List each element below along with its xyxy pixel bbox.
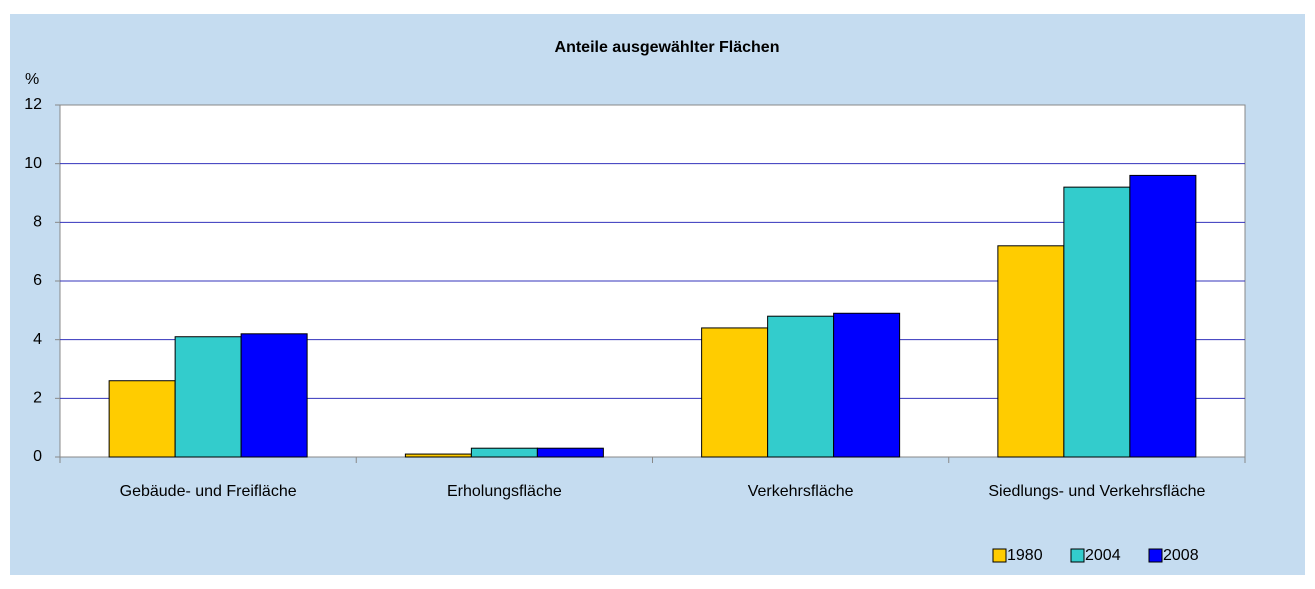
- x-tick-label: Siedlungs- und Verkehrsfläche: [988, 483, 1205, 500]
- y-tick-label: 6: [33, 272, 42, 289]
- y-tick-label: 12: [24, 96, 42, 113]
- bar: [767, 315, 835, 458]
- legend-swatch: [1148, 548, 1163, 563]
- legend-swatch: [992, 548, 1007, 563]
- x-tick-label: Gebäude- und Freifläche: [120, 483, 297, 500]
- y-tick-label: 8: [33, 214, 42, 231]
- x-tick-label: Erholungsfläche: [447, 483, 562, 500]
- bar: [470, 447, 538, 458]
- y-tick-label: 4: [33, 331, 42, 348]
- bar: [404, 453, 472, 458]
- bar: [240, 333, 308, 458]
- bar: [108, 380, 176, 458]
- bar: [701, 327, 769, 458]
- x-tick-label: Verkehrsfläche: [748, 483, 854, 500]
- legend-swatch: [1070, 548, 1085, 563]
- bar: [536, 447, 604, 458]
- bar: [833, 312, 901, 458]
- y-tick-label: 10: [24, 155, 42, 172]
- chart-title: Anteile ausgewählter Flächen: [555, 39, 780, 56]
- y-tick-label: 2: [33, 390, 42, 407]
- legend-label: 1980: [1007, 547, 1043, 564]
- bar: [997, 245, 1065, 458]
- y-tick-label: 0: [33, 448, 42, 465]
- bar: [1063, 186, 1131, 458]
- bar: [174, 336, 242, 458]
- legend-label: 2004: [1085, 547, 1121, 564]
- bar: [1129, 174, 1197, 458]
- legend-label: 2008: [1163, 547, 1199, 564]
- y-axis-label: %: [25, 71, 39, 88]
